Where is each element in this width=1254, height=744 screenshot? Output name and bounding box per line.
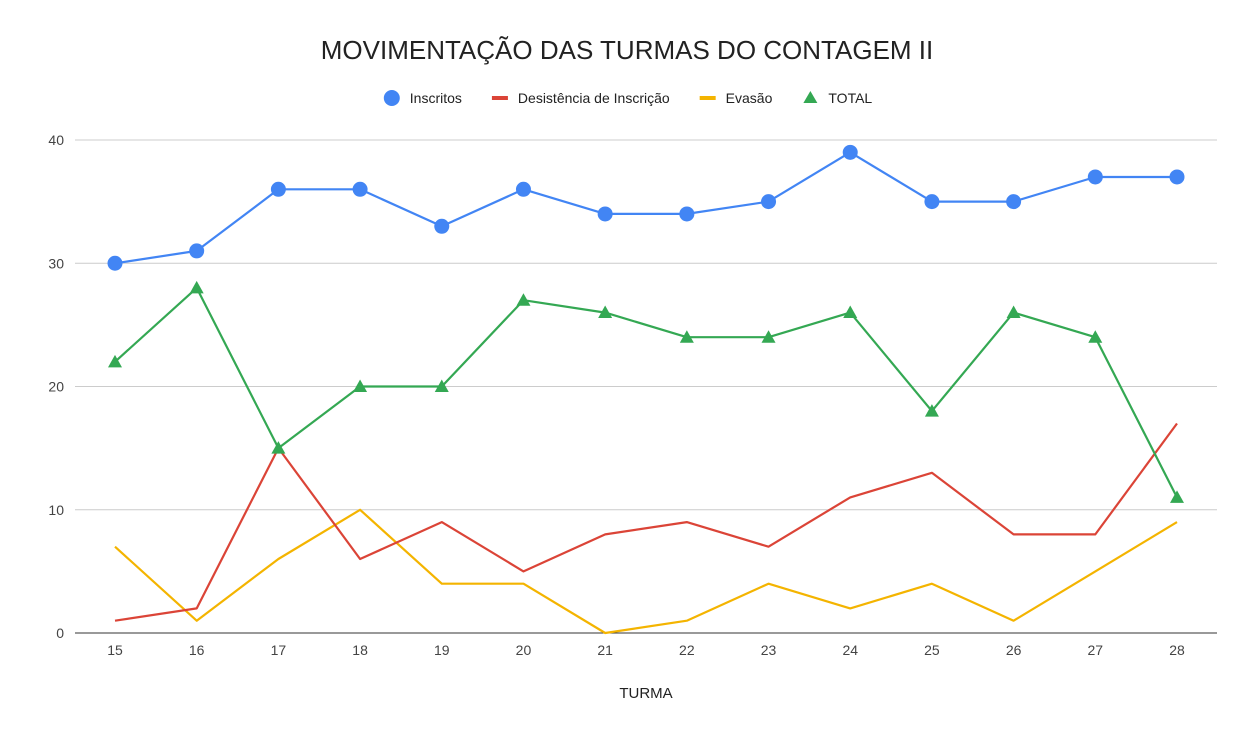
data-point: [353, 379, 368, 392]
data-point: [189, 280, 204, 294]
data-point: [270, 181, 286, 197]
data-point: [597, 206, 613, 222]
data-point: [515, 181, 531, 197]
data-point: [434, 379, 449, 392]
y-tick-label: 10: [48, 502, 64, 518]
data-point: [924, 194, 940, 210]
legend-item: Evasão: [699, 90, 773, 106]
legend-marker-circle: [383, 90, 400, 106]
series-total: [108, 280, 1184, 503]
data-point: [1006, 305, 1021, 319]
x-tick-label: 26: [1006, 642, 1022, 658]
series-group: [107, 144, 1185, 635]
series-line: [114, 286, 1178, 498]
x-tick-label: 20: [516, 642, 532, 658]
data-point: [189, 243, 205, 259]
data-point: [679, 206, 695, 222]
data-point: [1170, 490, 1184, 503]
data-point: [1006, 194, 1022, 210]
data-point: [924, 404, 939, 417]
legend-marker-triangle: [803, 91, 818, 103]
x-axis-label: TURMA: [619, 685, 672, 702]
data-point: [1169, 169, 1185, 185]
series-line: [114, 508, 1178, 635]
y-axis-ticks: 0 10 20 30 40: [48, 132, 64, 641]
x-tick-label: 24: [842, 642, 858, 658]
x-tick-label: 27: [1088, 642, 1104, 658]
data-point: [598, 305, 613, 319]
x-tick-label: 18: [352, 642, 368, 658]
x-tick-label: 21: [597, 642, 613, 658]
y-tick-label: 40: [48, 132, 64, 148]
series-line: [114, 151, 1177, 265]
y-tick-label: 0: [56, 625, 64, 641]
legend: Inscritos Desistência de Inscrição Evasão T…: [383, 90, 872, 106]
data-point: [1087, 169, 1103, 185]
data-point: [843, 305, 858, 319]
data-point: [434, 218, 450, 234]
x-axis-ticks: 15 16 17 18 19 20 21 22 23 24 25 26 27 28: [107, 642, 1185, 658]
legend-item: TOTAL: [803, 90, 872, 106]
x-tick-label: 25: [924, 642, 940, 658]
series-evas-o: [114, 508, 1178, 635]
y-tick-label: 30: [48, 255, 64, 271]
data-point: [1088, 330, 1103, 343]
chart-title: MOVIMENTAÇÃO DAS TURMAS DO CONTAGEM II: [321, 35, 934, 65]
x-tick-label: 16: [189, 642, 205, 658]
data-point: [761, 194, 777, 210]
data-point: [352, 181, 368, 197]
x-tick-label: 23: [761, 642, 777, 658]
data-point: [107, 255, 123, 271]
data-point: [679, 330, 694, 343]
x-tick-label: 15: [107, 642, 123, 658]
series-line: [114, 422, 1178, 622]
legend-item: Inscritos: [383, 90, 462, 106]
grid-lines: [75, 139, 1217, 511]
data-point: [761, 330, 776, 343]
x-tick-label: 22: [679, 642, 695, 658]
legend-label: Inscritos: [410, 90, 462, 106]
legend-label: TOTAL: [828, 90, 872, 106]
x-tick-label: 28: [1169, 642, 1185, 658]
series-inscritos: [107, 144, 1185, 271]
legend-marker-line: [699, 96, 716, 100]
x-tick-label: 17: [271, 642, 287, 658]
series-desist-ncia-de-inscri-o: [114, 422, 1178, 622]
legend-marker-line: [491, 96, 508, 100]
y-tick-label: 20: [48, 379, 64, 395]
legend-item: Desistência de Inscrição: [491, 90, 670, 106]
data-point: [108, 354, 122, 368]
data-point: [271, 441, 286, 454]
x-tick-label: 19: [434, 642, 450, 658]
data-point: [516, 293, 531, 306]
legend-label: Evasão: [726, 90, 773, 106]
data-point: [842, 144, 858, 160]
legend-label: Desistência de Inscrição: [518, 90, 670, 106]
